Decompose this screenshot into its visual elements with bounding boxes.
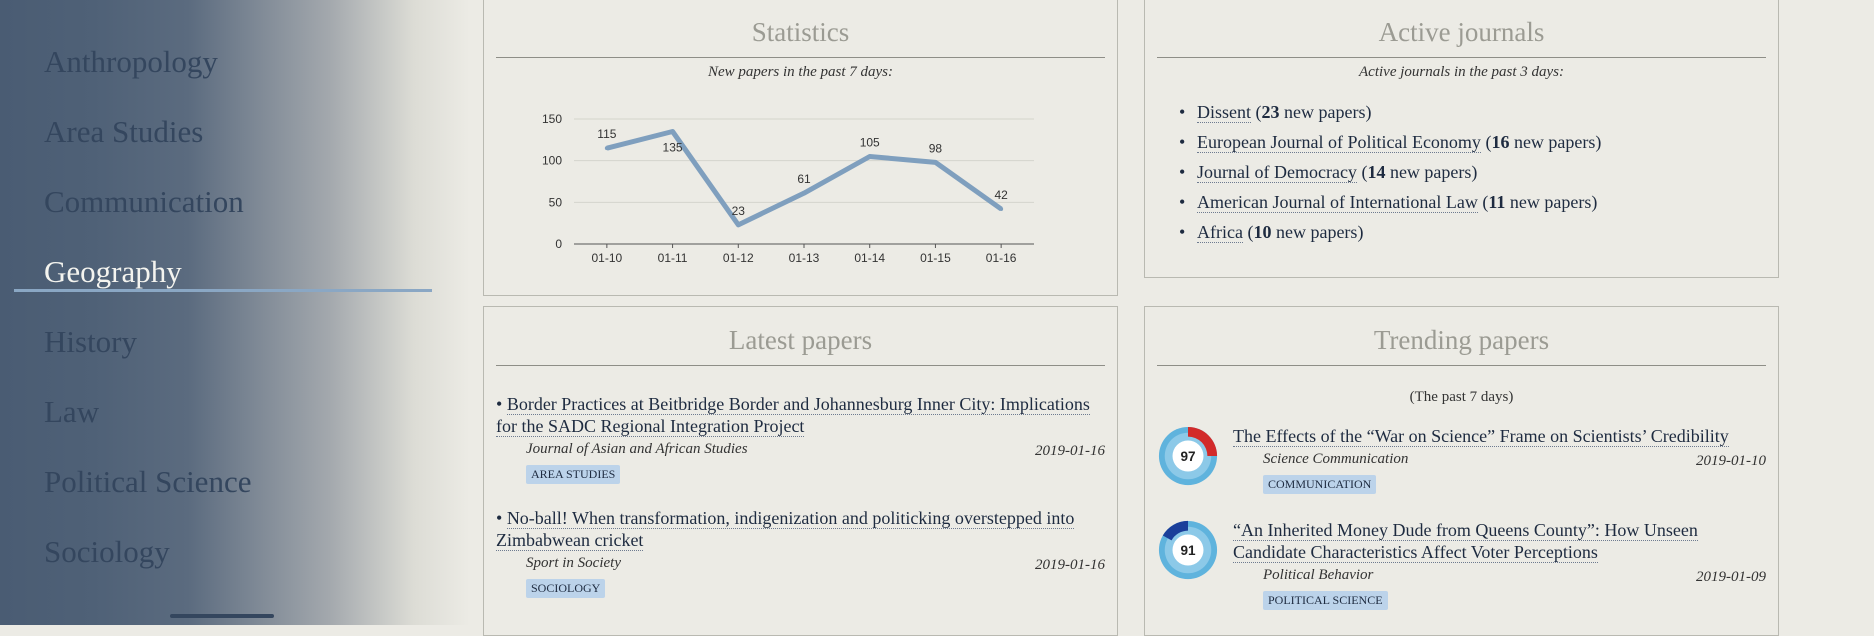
data-label: 23 <box>732 204 746 218</box>
active-journals-list: Dissent (23 new papers) European Journal… <box>1179 97 1601 247</box>
paper-item: • No-ball! When transformation, indigeni… <box>496 507 1105 598</box>
x-tick-label: 01-13 <box>789 251 820 265</box>
paper-journal: Political Behavior <box>1263 567 1374 583</box>
sidebar-scroll-indicator[interactable] <box>170 614 274 618</box>
data-label: 135 <box>663 141 683 155</box>
paper-date: 2019-01-10 <box>1696 453 1766 469</box>
journal-count: 10 <box>1253 222 1272 242</box>
latest-papers-panel: Latest papers • Border Practices at Beit… <box>483 306 1118 636</box>
data-label: 42 <box>994 188 1008 202</box>
y-tick-label: 100 <box>542 154 562 168</box>
statistics-subtitle: New papers in the past 7 days: <box>708 64 893 80</box>
journal-count: 23 <box>1261 102 1280 122</box>
active-journals-title: Active journals <box>1157 17 1766 58</box>
data-point <box>802 191 806 196</box>
sidebar-item-area-studies[interactable]: Area Studies <box>44 114 204 149</box>
paper-meta: Sport in Society 2019-01-16 <box>526 555 1105 577</box>
paper-journal: Science Communication <box>1263 451 1409 467</box>
sidebar-item-communication[interactable]: Communication <box>44 184 244 219</box>
list-item: European Journal of Political Economy (1… <box>1179 127 1601 157</box>
x-tick-label: 01-14 <box>854 251 885 265</box>
altmetric-score: 97 <box>1180 449 1195 464</box>
list-item: Africa (10 new papers) <box>1179 217 1601 247</box>
paper-date: 2019-01-16 <box>1035 443 1105 459</box>
journal-link[interactable]: European Journal of Political Economy <box>1197 132 1481 153</box>
x-tick-label: 01-11 <box>658 251 688 265</box>
x-tick-label: 01-16 <box>986 251 1017 265</box>
data-point <box>604 146 609 151</box>
journal-count-suffix: new papers <box>1509 192 1592 212</box>
y-tick-label: 50 <box>549 195 563 209</box>
sidebar-item-political-science[interactable]: Political Science <box>44 464 252 499</box>
paper-journal: Sport in Society <box>526 555 621 571</box>
data-label: 105 <box>860 136 880 150</box>
journal-link[interactable]: Journal of Democracy <box>1197 162 1357 183</box>
trending-subtitle: (The past 7 days) <box>1409 389 1514 405</box>
altmetric-score-badge[interactable]: 97 <box>1157 425 1219 487</box>
paper-item: “An Inherited Money Dude from Queens Cou… <box>1233 519 1766 610</box>
data-label: 61 <box>797 172 811 186</box>
journal-count-suffix: new papers <box>1513 132 1596 152</box>
altmetric-score: 91 <box>1180 543 1196 558</box>
paper-journal: Journal of Asian and African Studies <box>526 441 748 457</box>
paper-tag[interactable]: COMMUNICATION <box>1263 475 1377 494</box>
sidebar-item-geography[interactable]: Geography <box>44 254 182 289</box>
data-point <box>999 207 1004 211</box>
data-label: 115 <box>597 127 616 141</box>
statistics-title: Statistics <box>496 17 1105 58</box>
paper-title-line: • Border Practices at Beitbridge Border … <box>496 394 1090 437</box>
x-tick-label: 01-12 <box>723 251 754 265</box>
active-journals-subtitle: Active journals in the past 3 days: <box>1359 64 1564 80</box>
sidebar-item-anthropology[interactable]: Anthropology <box>44 44 218 79</box>
list-item: American Journal of International Law (1… <box>1179 187 1601 217</box>
paper-meta: Political Behavior 2019-01-09 <box>1263 567 1766 589</box>
paper-date: 2019-01-09 <box>1696 569 1766 585</box>
sidebar-item-law[interactable]: Law <box>44 394 100 429</box>
data-point <box>867 154 872 159</box>
paper-tag[interactable]: AREA STUDIES <box>526 465 621 484</box>
active-journals-panel: Active journals Active journals in the p… <box>1144 0 1779 278</box>
journal-count-suffix: new papers <box>1284 102 1366 122</box>
paper-item: • Border Practices at Beitbridge Border … <box>496 393 1105 484</box>
x-tick-label: 01-10 <box>592 251 623 265</box>
paper-tag[interactable]: POLITICAL SCIENCE <box>1263 591 1388 610</box>
paper-title-line: • No-ball! When transformation, indigeni… <box>496 508 1075 551</box>
trending-papers-title: Trending papers <box>1157 325 1766 366</box>
paper-meta: Science Communication 2019-01-10 <box>1263 451 1766 473</box>
latest-papers-title: Latest papers <box>496 325 1105 366</box>
journal-count: 14 <box>1367 162 1386 182</box>
paper-title-link[interactable]: “An Inherited Money Dude from Queens Cou… <box>1233 520 1698 563</box>
journal-link[interactable]: Dissent <box>1197 102 1251 123</box>
active-item-underline <box>14 289 432 292</box>
paper-meta: Journal of Asian and African Studies 201… <box>526 441 1105 463</box>
y-tick-label: 150 <box>542 112 562 126</box>
statistics-panel: Statistics New papers in the past 7 days… <box>483 0 1118 296</box>
paper-title-link[interactable]: The Effects of the “War on Science” Fram… <box>1233 426 1729 447</box>
altmetric-score-badge[interactable]: 91 <box>1157 519 1219 581</box>
y-tick-label: 0 <box>555 237 562 251</box>
sidebar-item-history[interactable]: History <box>44 324 137 359</box>
journal-count-suffix: new papers <box>1389 162 1472 182</box>
data-point <box>736 222 741 227</box>
journal-link[interactable]: American Journal of International Law <box>1197 192 1478 213</box>
journal-link[interactable]: Africa <box>1197 222 1243 243</box>
new-papers-line-chart: 0 50 100 150 01-10 01-11 01-12 01-13 01-14 01-15 0… <box>542 112 1034 265</box>
trending-papers-panel: Trending papers (The past 7 days) 97 The… <box>1144 306 1779 636</box>
journal-count: 11 <box>1488 192 1506 212</box>
data-point <box>670 129 675 134</box>
paper-item: The Effects of the “War on Science” Fram… <box>1233 425 1766 494</box>
journal-count: 16 <box>1491 132 1510 152</box>
data-label: 98 <box>929 141 943 155</box>
list-item: Journal of Democracy (14 new papers) <box>1179 157 1601 187</box>
journal-count-suffix: new papers <box>1275 222 1358 242</box>
sidebar: Anthropology Area Studies Communication … <box>0 0 470 625</box>
data-point <box>933 160 938 165</box>
paper-title-link[interactable]: Border Practices at Beitbridge Border an… <box>496 394 1090 437</box>
paper-title-link[interactable]: No-ball! When transformation, indigeniza… <box>496 508 1075 551</box>
sidebar-item-sociology[interactable]: Sociology <box>44 534 170 569</box>
list-item: Dissent (23 new papers) <box>1179 97 1601 127</box>
x-tick-label: 01-15 <box>920 251 951 265</box>
paper-date: 2019-01-16 <box>1035 557 1105 573</box>
paper-tag[interactable]: SOCIOLOGY <box>526 579 606 598</box>
